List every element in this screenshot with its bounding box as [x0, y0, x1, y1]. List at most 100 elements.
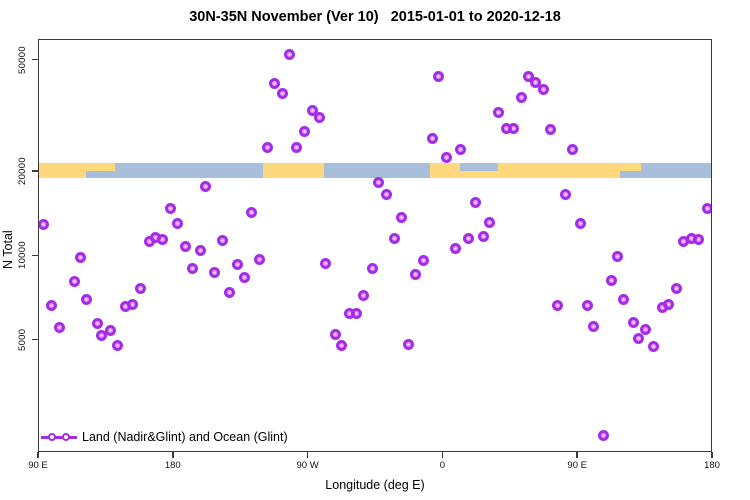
data-point	[39, 218, 49, 230]
data-point	[440, 152, 452, 164]
data-point	[261, 141, 273, 153]
data-point	[194, 244, 206, 256]
data-point	[299, 126, 311, 137]
data-point	[224, 287, 236, 299]
legend-label: Land (Nadir&Glint) and Ocean (Glint)	[82, 430, 288, 444]
data-point	[366, 262, 378, 274]
data-point	[283, 49, 295, 61]
data-point	[640, 323, 652, 335]
data-point	[157, 234, 169, 246]
data-point	[582, 299, 594, 311]
y-axis-tick	[32, 58, 38, 61]
data-point	[477, 231, 489, 243]
y-axis-tick	[32, 338, 38, 341]
data-point	[291, 142, 303, 154]
map-band-land	[39, 163, 87, 179]
data-point	[209, 267, 221, 279]
data-point	[648, 340, 660, 352]
x-axis-tick-label: 180	[704, 460, 720, 471]
data-point	[598, 429, 610, 441]
data-point	[544, 123, 556, 135]
data-point	[701, 202, 711, 214]
data-point	[692, 234, 704, 246]
data-point	[53, 322, 65, 334]
data-point	[231, 258, 243, 270]
y-axis-tick-label: 5000	[17, 328, 28, 351]
y-axis-tick-label: 20000	[17, 157, 28, 185]
data-point	[633, 332, 645, 344]
data-point	[410, 269, 422, 281]
data-point	[611, 251, 623, 263]
x-axis-tick-label: 180	[164, 460, 181, 471]
data-point	[372, 176, 384, 188]
data-point	[567, 143, 579, 155]
chart-title: 30N-35N November (Ver 10) 2015-01-01 to …	[189, 9, 561, 25]
x-axis-tick-label: 90 E	[567, 460, 587, 471]
data-point	[112, 340, 124, 352]
legend-point-marker	[62, 432, 70, 441]
data-point	[306, 104, 318, 116]
data-point	[330, 329, 342, 341]
data-point	[493, 106, 505, 118]
x-axis-tick	[172, 452, 174, 458]
data-point	[380, 188, 392, 200]
legend-point-marker	[48, 432, 56, 441]
data-point	[336, 340, 348, 352]
x-axis-tick	[441, 452, 444, 458]
data-point	[81, 294, 93, 306]
data-point	[134, 282, 146, 294]
data-point	[628, 317, 640, 329]
data-point	[68, 275, 80, 287]
data-point	[351, 307, 363, 319]
data-point	[313, 111, 325, 123]
data-point	[187, 262, 199, 274]
map-band-land	[429, 163, 621, 179]
data-point	[402, 339, 414, 351]
data-point	[574, 218, 586, 230]
data-point	[537, 84, 549, 96]
x-axis-tick	[576, 452, 578, 458]
data-point	[253, 253, 265, 265]
data-point	[199, 180, 211, 192]
data-point	[605, 274, 617, 286]
data-point	[96, 330, 108, 342]
y-axis-tick-label: 10000	[17, 241, 28, 270]
data-point	[357, 289, 369, 301]
y-axis-tick-label: 50000	[17, 45, 28, 74]
data-point	[127, 298, 139, 310]
x-axis-tick-label: 90 E	[28, 460, 48, 471]
data-point	[463, 232, 475, 244]
x-axis-tick-label: 90 W	[296, 460, 319, 471]
x-axis-tick-label: 0	[439, 460, 446, 471]
map-band-land-coast	[86, 163, 116, 171]
data-point	[508, 122, 520, 134]
data-point	[522, 71, 534, 83]
data-point	[172, 218, 184, 230]
x-axis-title: Longitude (deg E)	[325, 478, 425, 492]
data-point	[269, 78, 281, 90]
y-axis-title: N Total	[1, 230, 15, 270]
data-point	[530, 77, 541, 89]
map-band-sea-inlet	[459, 163, 499, 171]
map-band-land	[262, 163, 325, 179]
data-point	[320, 257, 332, 269]
data-point	[75, 252, 87, 264]
data-point	[551, 299, 563, 311]
data-point	[165, 203, 177, 215]
x-axis-tick	[37, 452, 39, 458]
data-point	[417, 254, 429, 266]
data-point	[559, 188, 571, 200]
data-point	[618, 294, 630, 306]
legend-line-marker	[41, 436, 77, 439]
y-axis-tick	[32, 254, 38, 257]
data-point	[484, 216, 496, 228]
x-axis-tick	[711, 452, 713, 458]
data-point	[216, 234, 228, 246]
plot-area: Land (Nadir&Glint) and Ocean (Glint)	[38, 39, 712, 452]
data-point	[515, 92, 527, 104]
data-point	[104, 324, 116, 336]
data-point	[91, 318, 103, 330]
data-point	[670, 283, 682, 295]
data-point	[246, 207, 258, 219]
